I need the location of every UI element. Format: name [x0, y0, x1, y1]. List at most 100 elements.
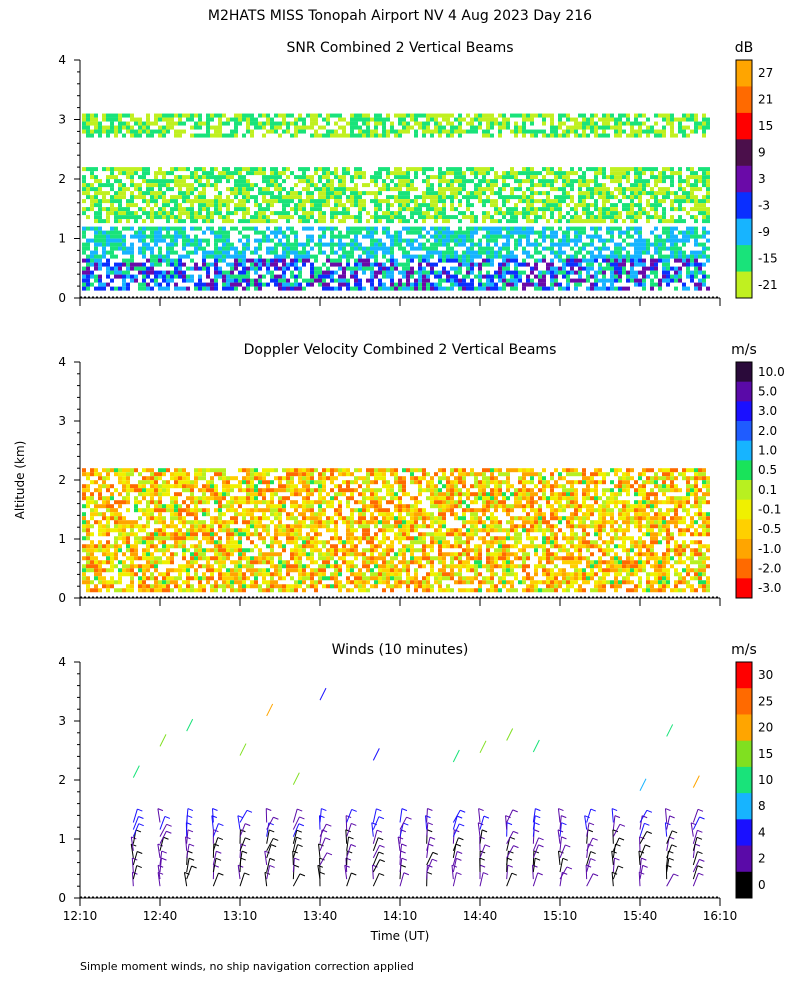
- heatmap-cell: [198, 113, 202, 118]
- heatmap-cell: [486, 238, 490, 243]
- heatmap-cell: [138, 183, 142, 188]
- heatmap-cell: [266, 282, 270, 287]
- heatmap-cell: [494, 179, 498, 184]
- heatmap-cell: [398, 187, 402, 192]
- heatmap-cell: [182, 207, 186, 212]
- heatmap-cell: [562, 234, 566, 239]
- heatmap-cell: [630, 270, 634, 275]
- heatmap-cell: [102, 576, 106, 581]
- heatmap-cell: [350, 129, 354, 134]
- heatmap-cell: [650, 125, 654, 130]
- heatmap-cell: [330, 258, 334, 263]
- heatmap-cell: [94, 113, 98, 118]
- heatmap-cell: [138, 524, 142, 529]
- heatmap-cell: [234, 258, 238, 263]
- heatmap-cell: [94, 576, 98, 581]
- heatmap-cell: [270, 552, 274, 557]
- heatmap-cell: [114, 556, 118, 561]
- heatmap-cell: [294, 282, 298, 287]
- heatmap-cell: [402, 117, 406, 122]
- heatmap-cell: [174, 270, 178, 275]
- heatmap-cell: [562, 215, 566, 220]
- heatmap-cell: [146, 576, 150, 581]
- heatmap-cell: [338, 238, 342, 243]
- heatmap-cell: [494, 207, 498, 212]
- heatmap-cell: [666, 175, 670, 180]
- heatmap-cell: [398, 536, 402, 541]
- heatmap-cell: [282, 282, 286, 287]
- heatmap-cell: [126, 113, 130, 118]
- heatmap-cell: [242, 580, 246, 585]
- heatmap-cell: [202, 258, 206, 263]
- heatmap-cell: [574, 133, 578, 138]
- heatmap-cell: [226, 167, 230, 172]
- heatmap-cell: [474, 286, 478, 291]
- heatmap-cell: [90, 556, 94, 561]
- heatmap-cell: [82, 536, 86, 541]
- heatmap-cell: [638, 203, 642, 208]
- heatmap-cell: [674, 191, 678, 196]
- heatmap-cell: [538, 270, 542, 275]
- heatmap-cell: [374, 183, 378, 188]
- heatmap-cell: [146, 556, 150, 561]
- heatmap-cell: [90, 195, 94, 200]
- heatmap-cell: [554, 171, 558, 176]
- heatmap-cell: [374, 129, 378, 134]
- heatmap-cell: [198, 242, 202, 247]
- heatmap-cell: [602, 211, 606, 216]
- heatmap-cell: [86, 113, 90, 118]
- heatmap-cell: [158, 234, 162, 239]
- heatmap-cell: [378, 171, 382, 176]
- heatmap-cell: [218, 133, 222, 138]
- heatmap-cell: [502, 270, 506, 275]
- heatmap-cell: [638, 226, 642, 231]
- heatmap-cell: [286, 226, 290, 231]
- heatmap-cell: [126, 270, 130, 275]
- heatmap-cell: [106, 588, 110, 593]
- heatmap-cell: [354, 548, 358, 553]
- heatmap-cell: [102, 528, 106, 533]
- heatmap-cell: [702, 246, 706, 251]
- heatmap-cell: [86, 254, 90, 259]
- heatmap-cell: [322, 211, 326, 216]
- heatmap-cell: [86, 528, 90, 533]
- heatmap-cell: [702, 195, 706, 200]
- heatmap-cell: [318, 242, 322, 247]
- heatmap-cell: [382, 540, 386, 545]
- heatmap-cell: [290, 195, 294, 200]
- heatmap-cell: [290, 536, 294, 541]
- heatmap-cell: [610, 219, 614, 224]
- heatmap-cell: [410, 207, 414, 212]
- heatmap-cell: [170, 226, 174, 231]
- heatmap-cell: [246, 129, 250, 134]
- heatmap-cell: [342, 234, 346, 239]
- heatmap-cell: [690, 129, 694, 134]
- heatmap-cell: [474, 230, 478, 235]
- heatmap-cell: [82, 528, 86, 533]
- heatmap-cell: [246, 125, 250, 130]
- heatmap-cell: [270, 121, 274, 126]
- heatmap-cell: [126, 203, 130, 208]
- heatmap-cell: [202, 286, 206, 291]
- heatmap-cell: [490, 219, 494, 224]
- heatmap-cell: [118, 234, 122, 239]
- heatmap-cell: [614, 179, 618, 184]
- colorbar-frame: [735, 59, 753, 299]
- heatmap-cell: [542, 133, 546, 138]
- heatmap-cell: [122, 215, 126, 220]
- heatmap-cell: [562, 258, 566, 263]
- heatmap-cell: [534, 171, 538, 176]
- heatmap-cell: [90, 121, 94, 126]
- heatmap-cell: [194, 215, 198, 220]
- heatmap-cell: [398, 211, 402, 216]
- heatmap-cell: [298, 167, 302, 172]
- heatmap-cell: [394, 230, 398, 235]
- heatmap-cell: [358, 246, 362, 251]
- heatmap-cell: [350, 238, 354, 243]
- heatmap-cell: [394, 262, 398, 267]
- heatmap-cell: [434, 238, 438, 243]
- heatmap-cell: [210, 113, 214, 118]
- heatmap-cell: [170, 568, 174, 573]
- heatmap-cell: [234, 191, 238, 196]
- heatmap-cell: [294, 121, 298, 126]
